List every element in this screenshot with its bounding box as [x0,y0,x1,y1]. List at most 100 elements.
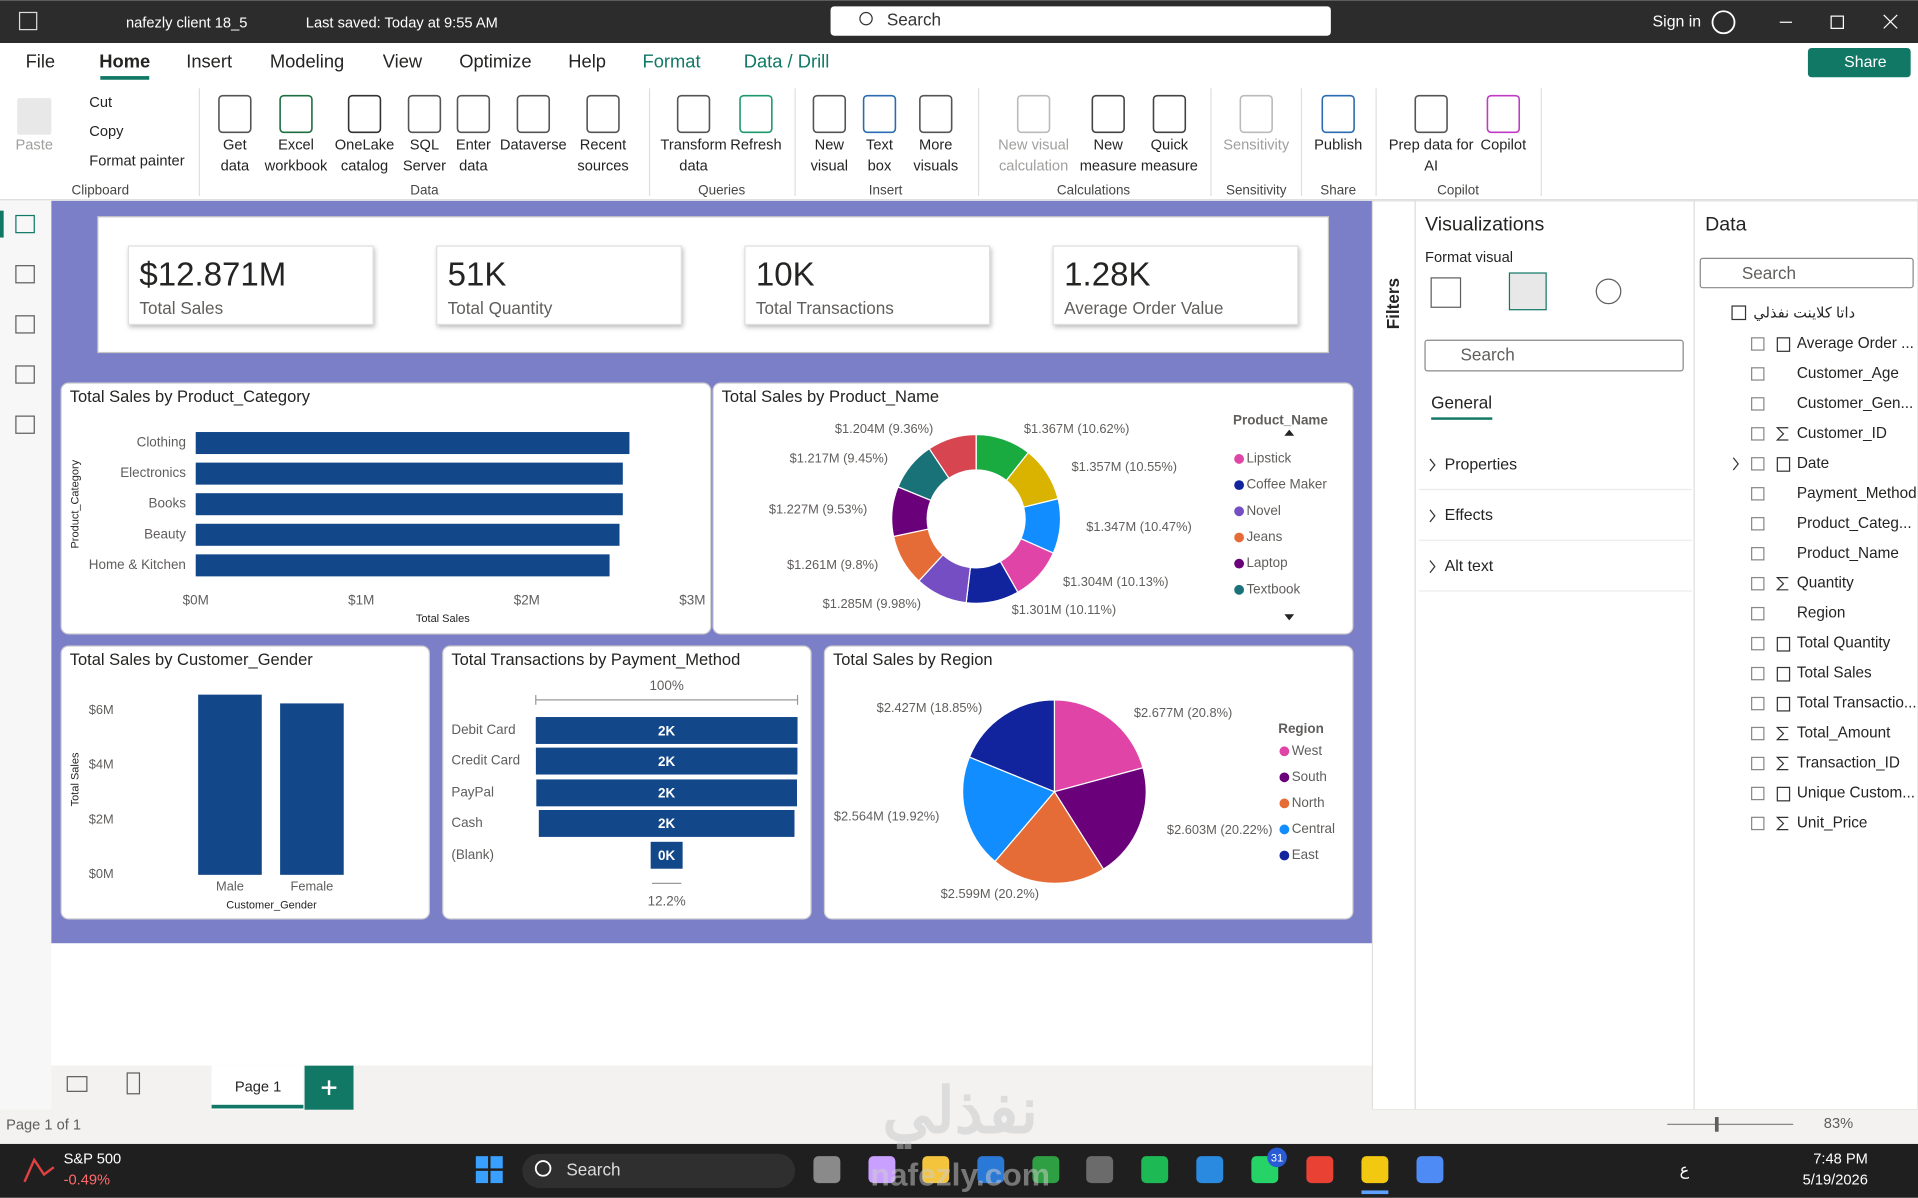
share-button[interactable] [1807,47,1911,78]
field-name[interactable]: Customer_Age [1797,365,1899,382]
taskbar-app[interactable] [1086,1156,1114,1184]
format-tab[interactable]: General [1431,393,1492,412]
ribbon-button[interactable]: Server [403,158,446,174]
ribbon-button[interactable]: Prep data for [1389,138,1474,154]
taskbar-app[interactable] [1306,1156,1334,1184]
checkbox[interactable] [1751,726,1765,741]
menu-tab[interactable]: Modeling [270,50,344,71]
section-header[interactable]: Properties [1445,456,1517,473]
taskbar-app[interactable] [1361,1156,1389,1184]
ribbon-button[interactable]: OneLake [335,138,394,154]
ribbon-button[interactable]: Publish [1314,138,1362,154]
menu-tab[interactable]: Optimize [459,50,531,71]
field-name[interactable]: Payment_Method [1797,485,1917,502]
field-name[interactable]: Product_Categ... [1797,515,1912,532]
page-tab-label[interactable]: Page 1 [235,1080,281,1096]
ribbon-button[interactable]: data [221,158,250,174]
nav-icon[interactable] [15,214,35,234]
taskbar-app[interactable] [1032,1156,1060,1184]
checkbox[interactable] [1751,517,1765,531]
nav-icon[interactable] [15,415,35,434]
checkbox[interactable] [1751,576,1765,591]
ribbon-button[interactable]: measure [1080,158,1137,174]
ribbon-button[interactable]: visual [811,158,848,174]
section-header[interactable]: Alt text [1445,558,1494,575]
ribbon-button[interactable]: Format painter [89,154,184,170]
field-name[interactable]: Total Transactio... [1797,695,1917,712]
taskbar-app[interactable] [922,1156,950,1184]
ribbon-button[interactable]: More [919,138,952,154]
checkbox[interactable] [1751,786,1765,801]
menu-tab[interactable]: View [383,50,423,71]
menu-tab[interactable]: File [26,50,56,71]
taskbar-app[interactable] [1141,1156,1169,1184]
field-name[interactable]: Customer_ID [1797,425,1887,442]
checkbox[interactable] [1751,666,1765,681]
nav-icon[interactable] [15,315,35,334]
checkbox[interactable] [1751,606,1765,621]
ribbon-button[interactable]: data [459,158,488,174]
taskbar-app[interactable] [813,1156,841,1184]
checkbox[interactable] [1751,636,1765,651]
field-name[interactable]: Unique Custom... [1797,785,1915,802]
section-header[interactable]: Effects [1445,507,1493,524]
field-name[interactable]: Date [1797,455,1829,472]
nav-icon[interactable] [15,365,35,384]
ribbon-button[interactable]: New [1094,138,1124,154]
ribbon-button[interactable]: Cut [89,95,112,111]
field-name[interactable]: Product_Name [1797,545,1899,562]
save-icon[interactable] [18,11,38,31]
ribbon-button[interactable]: Get [223,138,247,154]
ribbon-button[interactable]: AI [1424,158,1438,174]
field-name[interactable]: Total_Amount [1797,725,1891,742]
ribbon-button[interactable]: Quick [1151,138,1189,154]
field-name[interactable]: Total Sales [1797,665,1872,682]
search-box[interactable] [830,6,1331,36]
checkbox[interactable] [1751,756,1765,771]
start-icon[interactable] [475,1156,489,1169]
checkbox[interactable] [1751,547,1765,561]
ribbon-button[interactable]: Recent [580,138,626,154]
checkbox[interactable] [1751,337,1765,351]
ribbon-button[interactable]: Excel [278,138,314,154]
avatar[interactable] [1711,10,1736,35]
ribbon-button[interactable]: Refresh [730,138,781,154]
ribbon-button[interactable]: sources [577,158,628,174]
ribbon-button[interactable]: New [815,138,845,154]
ribbon-button[interactable]: Enter [456,138,491,154]
viz-icon-active[interactable] [1508,272,1547,311]
search-box[interactable] [1699,257,1914,289]
checkbox[interactable] [1751,457,1765,471]
menu-tab[interactable]: Home [99,50,150,71]
checkbox[interactable] [1751,427,1765,441]
taskbar-app[interactable] [1196,1156,1224,1184]
field-name[interactable]: Unit_Price [1797,814,1868,831]
ribbon-button[interactable]: data [679,158,708,174]
ribbon-button[interactable]: catalog [341,158,388,174]
taskbar-app[interactable] [977,1156,1005,1184]
viz-icon[interactable] [1430,277,1462,308]
field-name[interactable]: Total Quantity [1797,635,1891,652]
ribbon-button[interactable]: Transform [660,138,726,154]
field-name[interactable]: Transaction_ID [1797,755,1900,772]
ribbon-button[interactable]: Text [866,138,893,154]
field-name[interactable]: Region [1797,605,1845,622]
taskbar-app[interactable] [868,1156,896,1184]
nav-icon[interactable] [15,265,35,284]
ribbon-button[interactable]: Copilot [1481,138,1527,154]
ribbon-button[interactable]: box [868,158,892,174]
ribbon-button[interactable]: Dataverse [500,138,567,154]
field-name[interactable]: Quantity [1797,575,1854,592]
menu-tab[interactable]: Data / Drill [744,50,830,71]
menu-tab[interactable]: Insert [186,50,232,71]
checkbox[interactable] [1751,397,1765,411]
menu-tab[interactable]: Help [568,50,606,71]
ribbon-button[interactable]: workbook [264,158,328,174]
checkbox[interactable] [1751,816,1765,831]
checkbox[interactable] [1751,696,1765,711]
ribbon-button[interactable]: measure [1141,158,1198,174]
field-name[interactable]: Customer_Gen... [1797,395,1913,412]
field-name[interactable]: Average Order ... [1797,335,1914,352]
ribbon-button[interactable]: Copy [89,124,124,140]
checkbox[interactable] [1751,487,1765,501]
